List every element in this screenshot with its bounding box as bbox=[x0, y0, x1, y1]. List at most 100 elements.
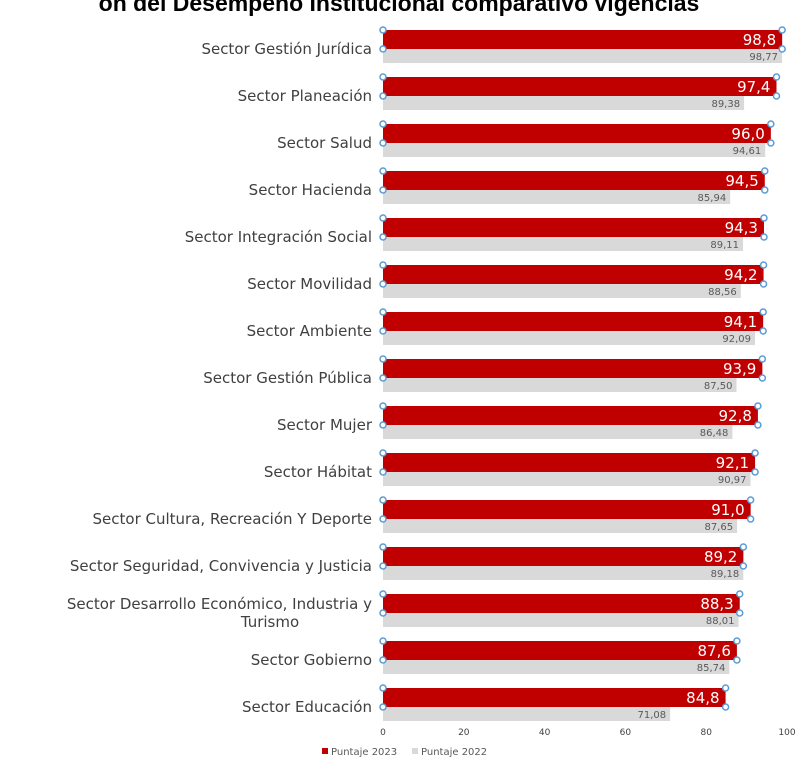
selection-handle bbox=[735, 609, 744, 617]
bar-2023 bbox=[383, 312, 764, 331]
bar-2022 bbox=[383, 425, 733, 439]
selection-handle bbox=[379, 703, 387, 711]
value-label-2023: 92,8 bbox=[719, 407, 752, 425]
selection-handle bbox=[379, 280, 387, 288]
value-label-2023: 94,5 bbox=[725, 172, 758, 190]
selection-handle bbox=[379, 139, 387, 147]
value-label-2022: 85,94 bbox=[698, 193, 727, 204]
value-label-2023: 94,2 bbox=[724, 266, 757, 284]
selection-handle bbox=[379, 26, 387, 34]
value-label-2023: 88,3 bbox=[700, 595, 733, 613]
selection-handle bbox=[379, 590, 387, 598]
value-label-2022: 89,11 bbox=[710, 240, 739, 251]
selection-handle bbox=[379, 214, 387, 222]
selection-handle bbox=[379, 684, 387, 692]
value-label-2023: 84,8 bbox=[686, 689, 719, 707]
bar-2023 bbox=[383, 500, 751, 519]
value-label-2023: 91,0 bbox=[711, 501, 744, 519]
selection-handle bbox=[379, 562, 387, 570]
bar-2023 bbox=[383, 406, 758, 425]
selection-handle bbox=[754, 402, 762, 410]
selection-handle bbox=[379, 73, 387, 81]
category-label: Sector Integración Social bbox=[185, 228, 372, 246]
legend-swatch-2023 bbox=[322, 748, 328, 754]
selection-handle bbox=[379, 327, 387, 335]
category-label: Sector Hábitat bbox=[264, 463, 372, 481]
bar-2022 bbox=[383, 190, 731, 204]
selection-handle bbox=[746, 496, 755, 504]
selection-handle bbox=[379, 468, 387, 476]
bar-2023 bbox=[383, 359, 763, 378]
bar-2022 bbox=[383, 331, 756, 345]
value-label-2022: 90,97 bbox=[718, 475, 747, 486]
bar-2022 bbox=[383, 707, 671, 721]
bar-2022 bbox=[383, 660, 730, 674]
category-label: Sector Gestión Jurídica bbox=[201, 40, 372, 58]
bar-2023 bbox=[383, 641, 737, 660]
selection-handle bbox=[754, 421, 762, 429]
selection-handle bbox=[739, 562, 748, 570]
selection-handle bbox=[759, 280, 768, 288]
selection-handle bbox=[739, 543, 748, 551]
value-label-2022: 89,38 bbox=[711, 99, 740, 110]
selection-handle bbox=[733, 637, 741, 645]
category-label: Sector Hacienda bbox=[249, 181, 372, 199]
selection-handle bbox=[379, 261, 387, 269]
value-label-2023: 97,4 bbox=[737, 78, 770, 96]
x-tick-label: 60 bbox=[620, 728, 632, 738]
selection-handle bbox=[379, 167, 387, 175]
chart-title: ón del Desempeño Institucional comparati… bbox=[98, 0, 700, 16]
x-tick-label: 20 bbox=[458, 728, 470, 738]
x-tick-label: 80 bbox=[700, 728, 712, 738]
selection-handle bbox=[379, 543, 387, 551]
selection-handle bbox=[761, 186, 769, 194]
category-label: Turismo bbox=[240, 613, 299, 631]
value-label-2022: 71,08 bbox=[638, 710, 667, 721]
category-label: Sector Mujer bbox=[277, 416, 373, 434]
selection-handle bbox=[379, 637, 387, 645]
selection-handle bbox=[379, 402, 387, 410]
selection-handle bbox=[758, 355, 767, 363]
selection-handle bbox=[379, 449, 387, 457]
selection-handle bbox=[379, 355, 387, 363]
legend-swatch-2022 bbox=[412, 748, 418, 754]
value-label-2022: 85,74 bbox=[697, 663, 726, 674]
bar-2023 bbox=[383, 265, 764, 284]
selection-handle bbox=[767, 139, 775, 147]
value-label-2022: 89,18 bbox=[711, 569, 740, 580]
selection-handle bbox=[379, 45, 387, 53]
selection-handle bbox=[772, 73, 781, 81]
category-label: Sector Movilidad bbox=[247, 275, 372, 293]
value-label-2023: 94,1 bbox=[724, 313, 757, 331]
bar-2023 bbox=[383, 171, 765, 190]
bar-2023 bbox=[383, 547, 744, 566]
bar-2023 bbox=[383, 688, 726, 707]
bar-2023 bbox=[383, 30, 783, 49]
selection-handle bbox=[721, 703, 730, 711]
value-label-2023: 92,1 bbox=[716, 454, 749, 472]
bar-2022 bbox=[383, 284, 741, 298]
value-label-2022: 87,50 bbox=[704, 381, 733, 392]
value-label-2022: 88,01 bbox=[706, 616, 735, 627]
category-label: Sector Ambiente bbox=[247, 322, 372, 340]
bar-2022 bbox=[383, 96, 745, 110]
x-tick-label: 40 bbox=[539, 728, 551, 738]
bar-2022 bbox=[383, 378, 737, 392]
bar-2023 bbox=[383, 594, 740, 613]
selection-handle bbox=[379, 421, 387, 429]
selection-handle bbox=[751, 449, 759, 457]
category-label: Sector Planeación bbox=[238, 87, 372, 105]
selection-handle bbox=[767, 120, 775, 128]
bar-2022 bbox=[383, 566, 744, 580]
value-label-2023: 93,9 bbox=[723, 360, 756, 378]
category-label: Sector Cultura, Recreación Y Deporte bbox=[93, 510, 372, 528]
value-label-2022: 98,77 bbox=[749, 52, 778, 63]
bar-2023 bbox=[383, 218, 764, 237]
selection-handle bbox=[778, 45, 786, 53]
category-label: Sector Seguridad, Convivencia y Justicia bbox=[70, 557, 372, 575]
value-label-2022: 94,61 bbox=[733, 146, 762, 157]
selection-handle bbox=[379, 233, 387, 241]
selection-handle bbox=[751, 468, 759, 476]
value-label-2022: 92,09 bbox=[722, 334, 751, 345]
bar-2023 bbox=[383, 124, 771, 143]
